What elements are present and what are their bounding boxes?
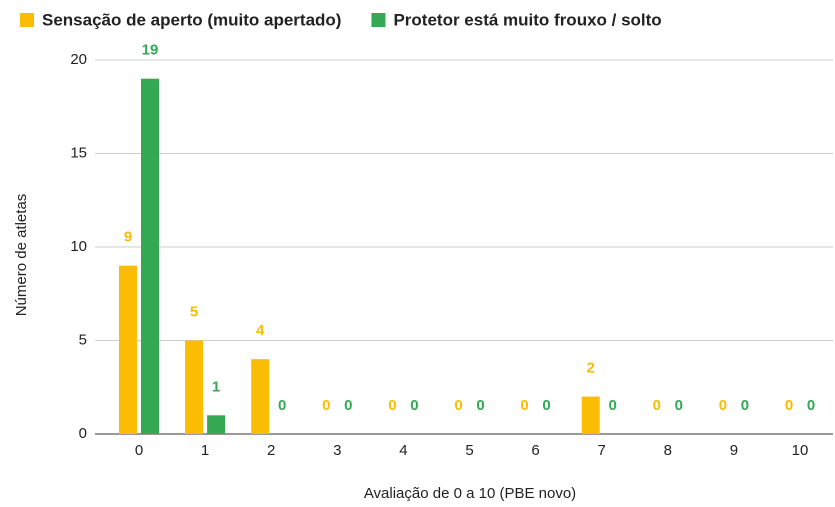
- y-axis-label: Número de atletas: [13, 194, 30, 317]
- x-axis-label: Avaliação de 0 a 10 (PBE novo): [364, 485, 576, 502]
- x-tick-label: 9: [730, 442, 738, 459]
- data-label: 0: [476, 397, 484, 414]
- data-label: 9: [124, 229, 132, 246]
- y-tick-label: 10: [70, 238, 87, 255]
- x-tick-label: 7: [598, 442, 606, 459]
- data-label: 0: [520, 397, 528, 414]
- data-label: 0: [542, 397, 550, 414]
- legend-swatch: [20, 13, 34, 27]
- data-label: 1: [212, 378, 220, 395]
- x-tick-label: 8: [664, 442, 672, 459]
- bar: [119, 265, 137, 434]
- data-label: 5: [190, 303, 198, 320]
- data-label: 0: [653, 397, 661, 414]
- data-label: 19: [142, 42, 159, 59]
- x-tick-label: 6: [531, 442, 539, 459]
- data-label: 4: [256, 322, 265, 339]
- bar: [581, 396, 600, 434]
- legend-label: Sensação de aperto (muito apertado): [42, 10, 341, 29]
- legend-label: Protetor está muito frouxo / solto: [393, 10, 661, 29]
- x-tick-label: 10: [792, 442, 809, 459]
- data-label: 0: [278, 397, 286, 414]
- data-label: 0: [388, 397, 396, 414]
- data-label: 0: [807, 397, 815, 414]
- x-tick-label: 4: [399, 442, 407, 459]
- data-label: 0: [322, 397, 330, 414]
- data-label: 0: [454, 397, 462, 414]
- data-label: 0: [785, 397, 793, 414]
- y-tick-label: 15: [70, 144, 87, 161]
- legend-swatch: [371, 13, 386, 27]
- data-label: 0: [741, 397, 749, 414]
- data-label: 0: [609, 397, 617, 414]
- y-tick-label: 0: [79, 425, 87, 442]
- data-label: 2: [587, 360, 595, 377]
- x-tick-label: 0: [135, 442, 143, 459]
- data-label: 0: [410, 397, 418, 414]
- x-tick-label: 3: [333, 442, 341, 459]
- bar: [185, 340, 204, 434]
- x-tick-label: 1: [201, 442, 209, 459]
- bar: [141, 78, 159, 434]
- data-label: 0: [675, 397, 683, 414]
- y-tick-label: 5: [79, 331, 87, 348]
- bar: [251, 359, 270, 434]
- bar: [207, 415, 226, 434]
- x-tick-label: 5: [465, 442, 473, 459]
- data-label: 0: [344, 397, 352, 414]
- data-label: 0: [719, 397, 727, 414]
- x-tick-label: 2: [267, 442, 275, 459]
- y-tick-label: 20: [70, 51, 87, 68]
